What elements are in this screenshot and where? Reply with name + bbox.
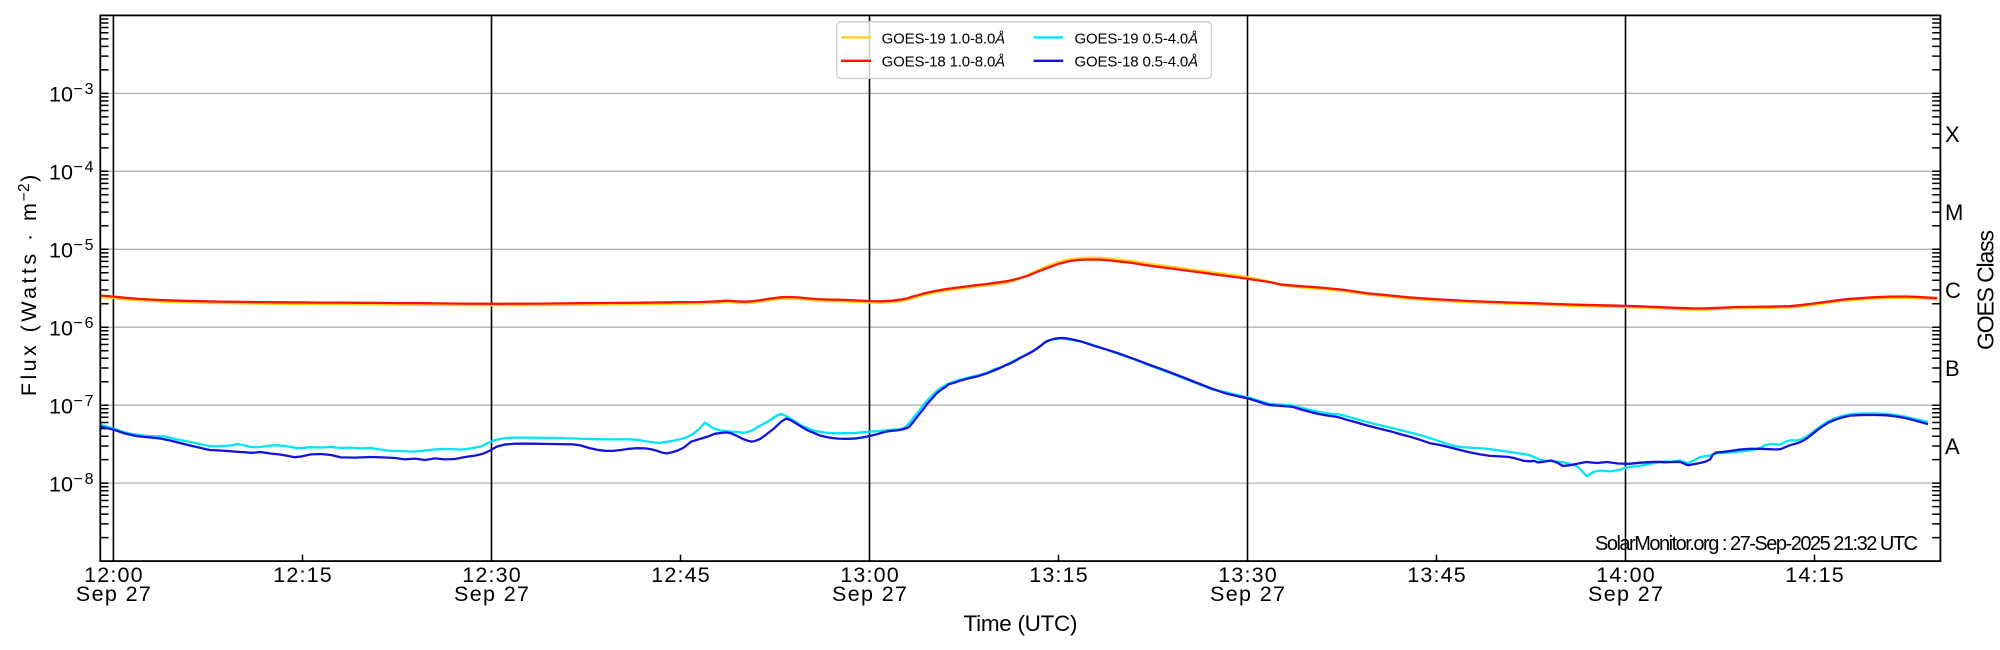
svg-text:M: M xyxy=(1945,200,1963,225)
svg-text:): ) xyxy=(17,175,41,182)
svg-text:GOES-18 0.5-4.0Å: GOES-18 0.5-4.0Å xyxy=(1075,54,1199,71)
svg-text:10: 10 xyxy=(49,239,73,263)
svg-text:X: X xyxy=(1945,122,1960,147)
svg-text:−2: −2 xyxy=(16,183,33,201)
svg-text:Sep 27: Sep 27 xyxy=(454,582,529,606)
svg-text:C: C xyxy=(1945,278,1961,303)
svg-text:GOES Class: GOES Class xyxy=(1973,230,1999,350)
svg-text:14:00: 14:00 xyxy=(1596,563,1655,587)
svg-text:13:00: 13:00 xyxy=(840,563,899,587)
svg-text:10: 10 xyxy=(49,472,73,496)
svg-text:Sep 27: Sep 27 xyxy=(76,582,151,606)
svg-text:10: 10 xyxy=(49,161,73,185)
svg-text:GOES-19 0.5-4.0Å: GOES-19 0.5-4.0Å xyxy=(1075,30,1199,47)
svg-text:13:15: 13:15 xyxy=(1029,563,1088,587)
svg-text:Time (UTC): Time (UTC) xyxy=(964,611,1078,636)
svg-text:12:30: 12:30 xyxy=(462,563,521,587)
svg-text:12:15: 12:15 xyxy=(273,563,332,587)
svg-text:10: 10 xyxy=(49,395,73,419)
svg-text:12:00: 12:00 xyxy=(84,563,143,587)
svg-text:Flux (Watts · m: Flux (Watts · m xyxy=(17,203,41,396)
svg-text:10: 10 xyxy=(49,83,73,107)
svg-text:10: 10 xyxy=(49,317,73,341)
svg-text:12:45: 12:45 xyxy=(651,563,710,587)
svg-text:GOES-19 1.0-8.0Å: GOES-19 1.0-8.0Å xyxy=(882,30,1006,47)
svg-text:Sep 27: Sep 27 xyxy=(1210,582,1285,606)
svg-text:B: B xyxy=(1945,356,1960,381)
svg-text:14:15: 14:15 xyxy=(1785,563,1844,587)
svg-text:Sep 27: Sep 27 xyxy=(1588,582,1663,606)
svg-text:13:45: 13:45 xyxy=(1407,563,1466,587)
svg-text:A: A xyxy=(1945,434,1960,459)
svg-text:SolarMonitor.org : 27-Sep-2025: SolarMonitor.org : 27-Sep-2025 21:32 UTC xyxy=(1595,533,1918,555)
svg-text:GOES-18 1.0-8.0Å: GOES-18 1.0-8.0Å xyxy=(882,54,1006,71)
svg-text:13:30: 13:30 xyxy=(1218,563,1277,587)
svg-text:Sep 27: Sep 27 xyxy=(832,582,907,606)
